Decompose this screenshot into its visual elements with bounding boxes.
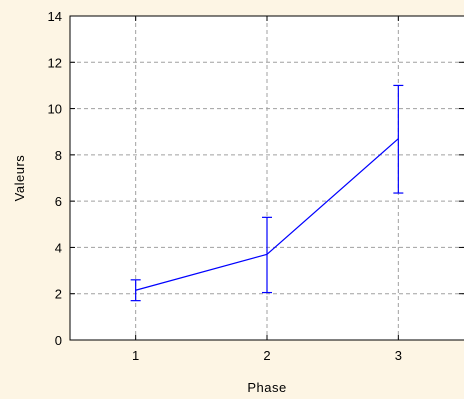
x-axis-title: Phase <box>247 380 286 395</box>
y-tick-label: 0 <box>55 333 62 348</box>
x-tick-label: 2 <box>263 348 270 363</box>
y-tick-label: 10 <box>48 102 62 117</box>
y-tick-label: 6 <box>55 194 62 209</box>
y-tick-label: 8 <box>55 148 62 163</box>
y-axis-title: Valeurs <box>12 155 27 202</box>
y-tick-label: 2 <box>55 287 62 302</box>
y-tick-label: 12 <box>48 55 62 70</box>
y-tick-label: 14 <box>48 9 62 24</box>
x-tick-label: 1 <box>132 348 139 363</box>
y-tick-label: 4 <box>55 240 62 255</box>
x-tick-label: 3 <box>395 348 402 363</box>
series-group <box>130 84 404 302</box>
